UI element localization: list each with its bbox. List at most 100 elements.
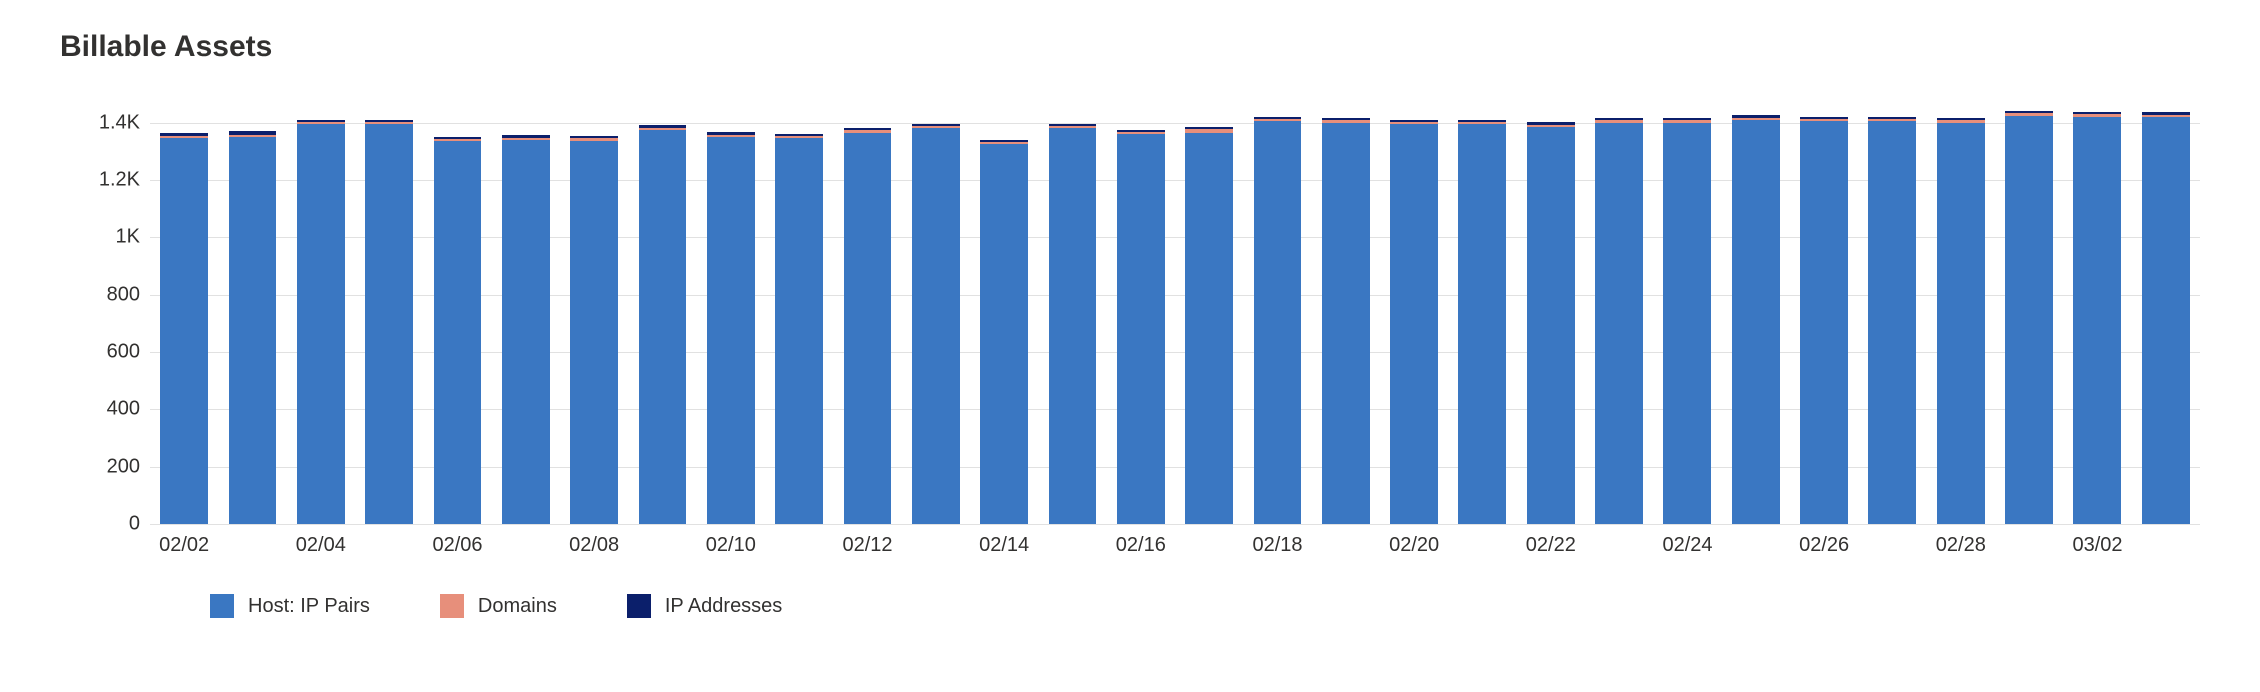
- bar[interactable]: [844, 128, 892, 524]
- bar-segment-host_ip_pairs: [570, 141, 618, 524]
- x-axis-label: 02/04: [296, 534, 346, 557]
- bar[interactable]: [2142, 112, 2190, 524]
- bar-segment-host_ip_pairs: [2073, 117, 2121, 524]
- bar[interactable]: [1868, 117, 1916, 524]
- x-axis-label: 02/14: [979, 534, 1029, 557]
- bar-segment-host_ip_pairs: [160, 138, 208, 524]
- bar-segment-host_ip_pairs: [1390, 124, 1438, 524]
- bar[interactable]: [1800, 117, 1848, 524]
- bar-slot: [1380, 94, 1448, 524]
- bar[interactable]: [229, 131, 277, 524]
- x-axis-label: 02/06: [432, 534, 482, 557]
- bar[interactable]: [1322, 118, 1370, 524]
- bar[interactable]: [1117, 130, 1165, 524]
- x-axis-label: 02/18: [1252, 534, 1302, 557]
- bar[interactable]: [1458, 120, 1506, 524]
- bar[interactable]: [1049, 124, 1097, 524]
- bar[interactable]: [365, 120, 413, 524]
- bar[interactable]: [1527, 122, 1575, 524]
- bar-segment-host_ip_pairs: [1458, 124, 1506, 524]
- bar[interactable]: [639, 125, 687, 524]
- bar[interactable]: [912, 124, 960, 524]
- bar[interactable]: [570, 136, 618, 524]
- legend-label: IP Addresses: [665, 595, 782, 618]
- bar-slot: [1175, 94, 1243, 524]
- bar-segment-host_ip_pairs: [707, 137, 755, 524]
- y-axis-label: 200: [75, 455, 140, 478]
- legend-label: Host: IP Pairs: [248, 595, 370, 618]
- bar[interactable]: [1937, 118, 1985, 524]
- legend-item-host_ip_pairs[interactable]: Host: IP Pairs: [210, 594, 370, 618]
- bar-segment-host_ip_pairs: [434, 141, 482, 524]
- bar-slot: [560, 94, 628, 524]
- y-axis-label: 1.4K: [75, 111, 140, 134]
- x-axis-label: 02/20: [1389, 534, 1439, 557]
- bar-segment-host_ip_pairs: [1663, 123, 1711, 524]
- bar[interactable]: [775, 134, 823, 524]
- bar-slot: [628, 94, 696, 524]
- bar-slot: [1038, 94, 1106, 524]
- legend-swatch: [627, 594, 651, 618]
- legend-label: Domains: [478, 595, 557, 618]
- bar-slot: [2132, 94, 2200, 524]
- bar[interactable]: [160, 133, 208, 524]
- bar[interactable]: [1185, 127, 1233, 524]
- bar-segment-host_ip_pairs: [844, 133, 892, 524]
- bar[interactable]: [1254, 117, 1302, 524]
- bar-slot: [1722, 94, 1790, 524]
- bar-segment-host_ip_pairs: [1800, 121, 1848, 524]
- bar-segment-host_ip_pairs: [1185, 133, 1233, 524]
- bar-segment-host_ip_pairs: [229, 137, 277, 524]
- chart-title: Billable Assets: [60, 30, 2220, 64]
- y-axis-label: 0: [75, 513, 140, 536]
- x-axis-label: 02/28: [1936, 534, 1986, 557]
- bar[interactable]: [502, 135, 550, 524]
- x-axis: 02/0202/0402/0602/0802/1002/1202/1402/16…: [150, 524, 2200, 564]
- y-axis-label: 400: [75, 398, 140, 421]
- bar-slot: [1312, 94, 1380, 524]
- bar[interactable]: [1732, 115, 1780, 524]
- plot-area: 02004006008001K1.2K1.4K: [150, 94, 2200, 524]
- bar-slot: [1653, 94, 1721, 524]
- bar[interactable]: [1663, 118, 1711, 524]
- y-axis-label: 600: [75, 341, 140, 364]
- bar-slot: [833, 94, 901, 524]
- bar-slot: [1517, 94, 1585, 524]
- bar-slot: [1858, 94, 1926, 524]
- bar[interactable]: [1595, 118, 1643, 524]
- y-axis-label: 1K: [75, 226, 140, 249]
- bar[interactable]: [2073, 112, 2121, 524]
- x-axis-label: 03/02: [2072, 534, 2122, 557]
- bar[interactable]: [2005, 111, 2053, 524]
- bar-segment-host_ip_pairs: [912, 128, 960, 524]
- bar-slot: [287, 94, 355, 524]
- bar[interactable]: [1390, 120, 1438, 524]
- x-axis-label: 02/16: [1116, 534, 1166, 557]
- bar-slot: [423, 94, 491, 524]
- legend-swatch: [440, 594, 464, 618]
- x-axis-label: 02/02: [159, 534, 209, 557]
- x-axis-label: 02/12: [842, 534, 892, 557]
- bar-segment-host_ip_pairs: [980, 144, 1028, 524]
- bar-segment-host_ip_pairs: [502, 140, 550, 524]
- bar-slot: [218, 94, 286, 524]
- bar-slot: [1927, 94, 1995, 524]
- bar-slot: [697, 94, 765, 524]
- bar-slot: [2063, 94, 2131, 524]
- bar-slot: [355, 94, 423, 524]
- bar-segment-host_ip_pairs: [1595, 123, 1643, 524]
- bar-slot: [1448, 94, 1516, 524]
- bar[interactable]: [297, 120, 345, 524]
- legend-item-ip_addresses[interactable]: IP Addresses: [627, 594, 782, 618]
- bar-segment-host_ip_pairs: [1049, 128, 1097, 524]
- legend: Host: IP Pairs Domains IP Addresses: [210, 594, 2220, 618]
- bar-slot: [150, 94, 218, 524]
- legend-item-domains[interactable]: Domains: [440, 594, 557, 618]
- bar[interactable]: [980, 140, 1028, 524]
- bar-slot: [970, 94, 1038, 524]
- bar-slot: [492, 94, 560, 524]
- bar[interactable]: [434, 137, 482, 524]
- bar[interactable]: [707, 132, 755, 524]
- bar-segment-host_ip_pairs: [297, 124, 345, 524]
- bar-slot: [1243, 94, 1311, 524]
